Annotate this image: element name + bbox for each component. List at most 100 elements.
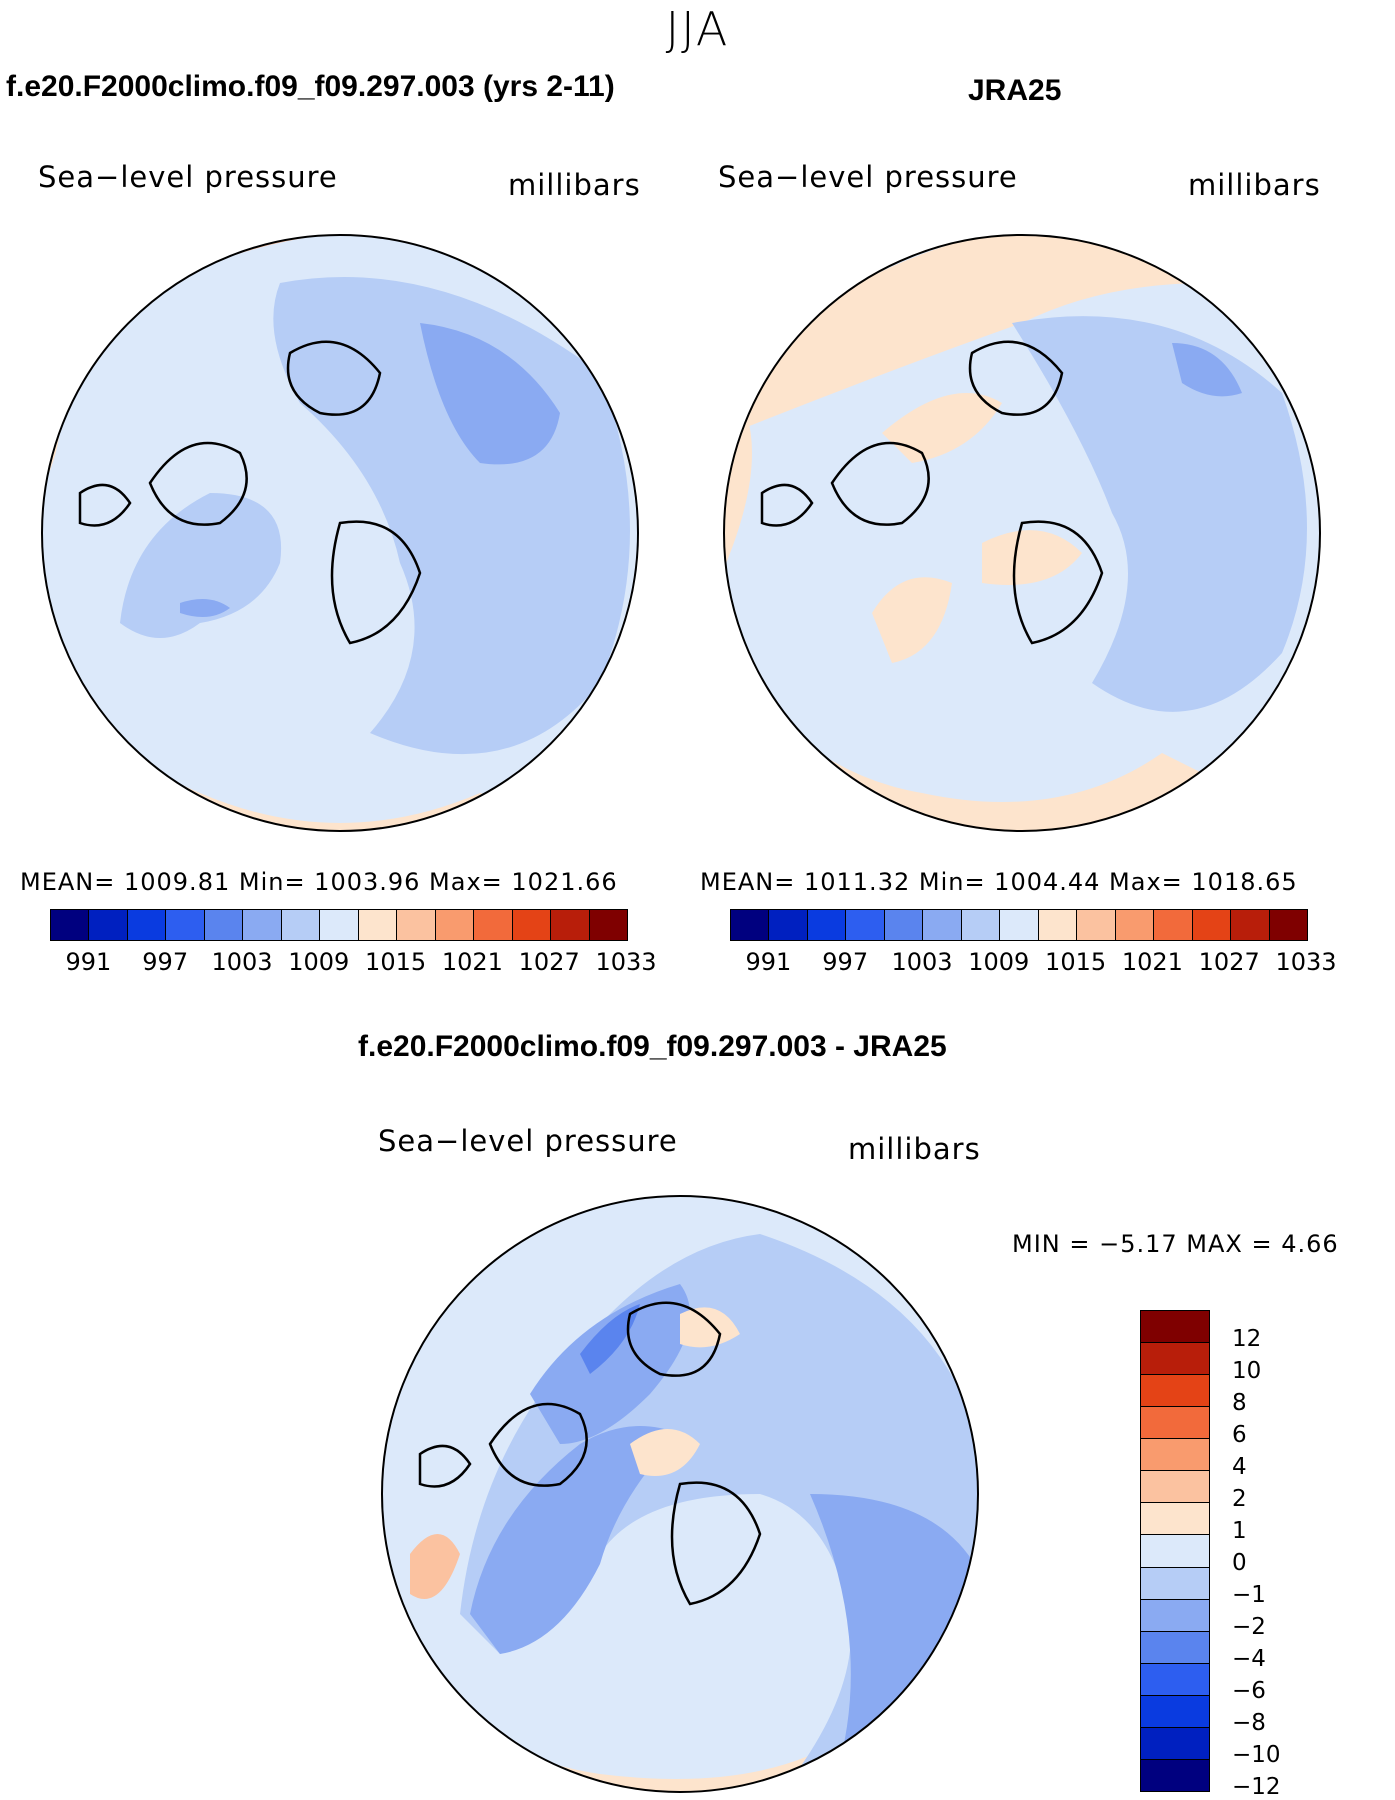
colorbar-swatch [1231,910,1270,940]
right-polar-map [723,234,1321,832]
colorbar-swatch [1141,1631,1209,1664]
right-variable-label: Sea−level pressure [718,160,1018,194]
colorbar-swatch [1192,910,1232,940]
colorbar-swatch [769,910,808,940]
colorbar-tick-label: 1027 [1198,948,1260,976]
colorbar-swatch [807,910,847,940]
colorbar-swatch [1141,1727,1209,1760]
colorbar-tick-label: 4 [1232,1454,1247,1480]
colorbar-swatch [89,910,128,940]
colorbar-tick-label: −2 [1232,1614,1266,1640]
left-colorbar-labels: 991 997 1003 1009 1015 1021 1027 1033 [50,948,656,980]
left-stats-label: MEAN= 1009.81 Min= 1003.96 Max= 1021.66 [20,868,618,896]
map-coastlines [760,340,1104,645]
diff-colorbar [1140,1310,1210,1792]
colorbar-swatch [512,910,552,940]
colorbar-swatch [127,910,167,940]
colorbar-swatch [1077,910,1116,940]
colorbar-swatch [1141,1535,1209,1568]
colorbar-tick-label: −8 [1232,1710,1266,1736]
map-mid-blue-region-north [530,1284,690,1444]
colorbar-tick-label: 1033 [1275,948,1337,976]
colorbar-tick-label: 1 [1232,1518,1247,1544]
map-boundary-circle [41,234,639,832]
colorbar-tick-label: 1033 [595,948,657,976]
colorbar-tick-label: 10 [1232,1358,1262,1384]
colorbar-tick-label: 997 [142,948,189,976]
colorbar-tick-label: 1015 [365,948,427,976]
map-boundary-circle [381,1195,979,1793]
colorbar-tick-label: 1021 [441,948,503,976]
map-cream-patch-north-center [882,393,1002,463]
colorbar-swatch [474,910,513,940]
colorbar-swatch [281,910,321,940]
colorbar-swatch [1141,1503,1209,1536]
colorbar-swatch [551,910,590,940]
left-colorbar [50,909,628,941]
colorbar-swatch [1141,1695,1209,1728]
map-mid-blue-region-east [420,323,560,465]
colorbar-swatch [1141,1407,1209,1440]
map-mid-blue-patch [180,599,230,617]
colorbar-swatch [1141,1759,1209,1791]
map-mid-blue-patch-east [1172,343,1242,397]
colorbar-swatch [51,910,90,940]
colorbar-swatch [1141,1375,1209,1408]
colorbar-tick-label: 6 [1232,1422,1247,1448]
left-variable-label: Sea−level pressure [38,160,338,194]
map-cream-band-south [724,653,1320,831]
right-stats-label: MEAN= 1011.32 Min= 1004.44 Max= 1018.65 [700,868,1298,896]
map-cream-patches-center [630,1307,740,1476]
colorbar-swatch [1141,1599,1209,1632]
colorbar-tick-label: −1 [1232,1582,1266,1608]
diff-variable-label: Sea−level pressure [378,1124,678,1158]
left-units-label: millibars [508,168,641,202]
map-cream-band-north [732,235,1320,433]
colorbar-swatch [884,910,924,940]
colorbar-tick-label: 1009 [968,948,1030,976]
colorbar-tick-label: 1021 [1121,948,1183,976]
colorbar-tick-label: 1003 [211,948,273,976]
colorbar-tick-label: 1027 [518,948,580,976]
map-boundary-circle [723,234,1321,832]
diff-units-label: millibars [848,1132,981,1166]
colorbar-tick-label: 0 [1232,1550,1247,1576]
map-coastlines [418,1301,762,1606]
map-blue-patch-north [580,1304,640,1374]
colorbar-swatch [1141,1471,1209,1504]
map-cream-patches-center [872,530,1082,663]
colorbar-swatch [397,910,436,940]
colorbar-swatch [1141,1567,1209,1600]
colorbar-swatch [731,910,770,940]
colorbar-swatch [1115,910,1155,940]
colorbar-tick-label: 991 [65,948,112,976]
colorbar-tick-label: 1009 [288,948,350,976]
figure-title: JJA [665,2,730,56]
map-light-blue-region-east [1012,316,1307,712]
colorbar-tick-label: 1015 [1045,948,1107,976]
colorbar-tick-label: 2 [1232,1486,1247,1512]
right-colorbar-labels: 991 997 1003 1009 1015 1021 1027 1033 [730,948,1336,980]
colorbar-tick-label: −12 [1232,1774,1281,1800]
colorbar-swatch [204,910,244,940]
colorbar-swatch [1000,910,1039,940]
colorbar-tick-label: 1003 [891,948,953,976]
colorbar-tick-label: 991 [745,948,792,976]
colorbar-swatch [243,910,282,940]
colorbar-swatch [961,910,1001,940]
colorbar-tick-label: 12 [1232,1326,1262,1352]
map-salmon-patch-west [410,1534,460,1599]
colorbar-tick-label: 8 [1232,1390,1247,1416]
colorbar-tick-label: 997 [822,948,869,976]
colorbar-swatch [1141,1343,1209,1376]
diff-panel-title: f.e20.F2000climo.f09_f09.297.003 - JRA25 [358,1030,947,1063]
colorbar-tick-label: −6 [1232,1678,1266,1704]
colorbar-swatch [1038,910,1078,940]
colorbar-swatch [1154,910,1193,940]
map-mid-blue-region-west [470,1426,680,1654]
left-panel-title: f.e20.F2000climo.f09_f09.297.003 (yrs 2-… [6,70,615,103]
diff-polar-map [381,1195,979,1793]
colorbar-swatch [358,910,398,940]
colorbar-swatch [923,910,962,940]
colorbar-swatch [435,910,475,940]
